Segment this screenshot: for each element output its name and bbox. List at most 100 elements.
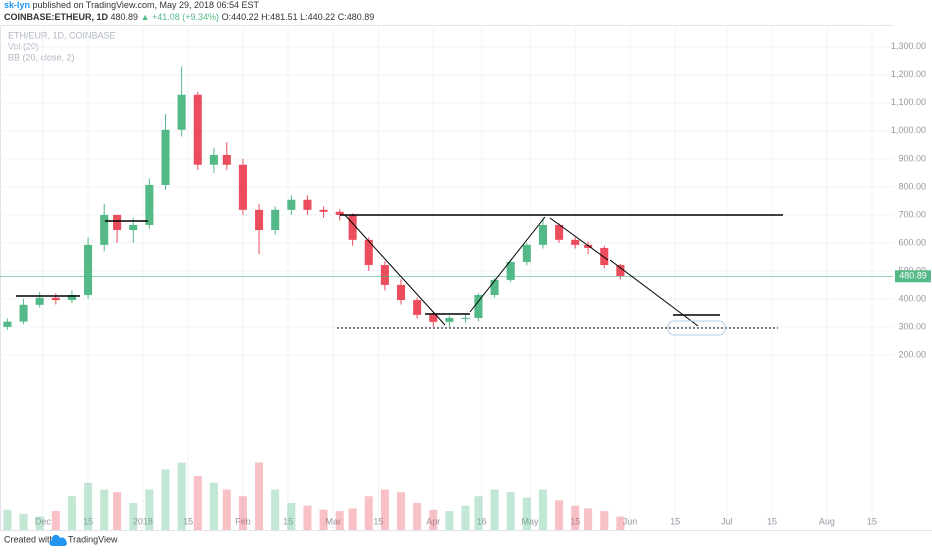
trend-line	[549, 217, 609, 261]
volume-bar	[238, 496, 247, 530]
last: 480.89	[111, 12, 139, 22]
candle-body	[287, 199, 296, 210]
volume-bar	[429, 509, 438, 530]
x-tick-label: Jun	[623, 516, 638, 526]
candle-body	[335, 211, 344, 215]
x-tick-label: Jul	[721, 516, 733, 526]
low: L:440.22	[300, 12, 335, 22]
brand[interactable]: TradingView	[68, 534, 118, 544]
candle-body	[238, 164, 247, 210]
volume-bar	[161, 469, 170, 530]
volume-bar	[413, 503, 422, 530]
candle-body	[364, 239, 373, 266]
volume-bar	[319, 509, 328, 530]
candle-body	[255, 209, 264, 231]
candle-body	[538, 224, 547, 245]
candle-body	[35, 297, 44, 305]
volume-bar	[616, 516, 625, 530]
chart-title: ETH/EUR, 1D, COINBASE	[8, 30, 116, 40]
x-tick-label: 2018	[133, 516, 153, 526]
volume-bar	[271, 489, 280, 530]
y-tick-label: 600.00	[898, 237, 926, 247]
y-tick-label: 200.00	[898, 349, 926, 359]
candle-body	[161, 129, 170, 185]
candle-body	[113, 214, 122, 231]
candle-body	[616, 265, 625, 277]
candle-body	[145, 184, 154, 225]
volume-bar	[474, 496, 483, 530]
candle-body	[129, 224, 138, 231]
target-zone	[667, 320, 726, 336]
volume-bar	[255, 462, 264, 530]
x-tick-label: 15	[83, 516, 93, 526]
candle-body	[413, 300, 422, 315]
candle-body	[380, 265, 389, 285]
candle-body	[555, 224, 564, 240]
candle-body	[19, 304, 28, 322]
volume-bar	[51, 511, 60, 530]
candle-body	[177, 94, 186, 130]
volume-bar	[348, 508, 357, 530]
volume-bar	[35, 516, 44, 530]
candle-body	[571, 239, 580, 245]
volume-bar	[461, 505, 470, 530]
x-tick-label: 15	[767, 516, 777, 526]
x-tick-label: Mar	[326, 516, 342, 526]
last-price-tag	[895, 270, 931, 283]
candle-body	[51, 297, 60, 301]
x-tick-label: 15	[283, 516, 293, 526]
volume-bar	[490, 489, 499, 530]
volume-bar	[445, 511, 454, 530]
candle-body	[222, 154, 231, 165]
change: ▲ +41.08 (+9.34%)	[141, 12, 219, 22]
y-tick-label: 700.00	[898, 209, 926, 219]
study-label: BB (20, close, 2)	[8, 52, 75, 62]
author[interactable]: sk-lyn	[4, 0, 30, 10]
candle-body	[193, 94, 202, 165]
symbol: COINBASE:ETHEUR, 1D	[4, 12, 109, 22]
open: O:440.22	[222, 12, 259, 22]
y-tick-label: 1,000.00	[891, 125, 926, 135]
x-tick-label: 16	[477, 516, 487, 526]
volume-bar	[287, 503, 296, 530]
candle-body	[271, 209, 280, 231]
x-tick-label: May	[522, 516, 540, 526]
candle-body	[490, 279, 499, 296]
volume-bar	[571, 505, 580, 530]
volume-bar	[506, 492, 515, 530]
volume-bar	[193, 476, 202, 530]
y-tick-label: 1,100.00	[891, 97, 926, 107]
volume-bar	[380, 489, 389, 530]
volume-bar	[584, 508, 593, 530]
y-tick-label: 800.00	[898, 181, 926, 191]
x-tick-label: Feb	[235, 516, 251, 526]
volume-bar	[177, 462, 186, 530]
volume-bar	[145, 489, 154, 530]
candle-body	[67, 295, 76, 301]
plot: Dec 15 2018 15 Feb 15 Mar 15 Apr 16 May 15 Jun 15 Jul 1…	[0, 25, 893, 530]
x-tick-label: 15	[570, 516, 580, 526]
candle-body	[506, 261, 515, 280]
y-tick-label: 1,300.00	[891, 41, 926, 51]
volume-bar	[600, 511, 609, 530]
x-tick-label: 15	[183, 516, 193, 526]
candle-body	[474, 295, 483, 318]
drawings	[16, 214, 783, 336]
volume-bar	[364, 496, 373, 530]
x-tick-label: Apr	[426, 516, 440, 526]
header-line: sk-lyn published on TradingView.com, May…	[4, 0, 260, 10]
candle-body	[3, 321, 12, 327]
volume-bar	[303, 505, 312, 530]
high: H:481.51	[261, 12, 298, 22]
y-tick-label: 400.00	[898, 293, 926, 303]
candle-body	[209, 154, 218, 165]
volume-bar	[209, 482, 218, 530]
trend-line	[469, 216, 546, 313]
y-tick-label: 300.00	[898, 321, 926, 331]
candle-body	[522, 244, 531, 262]
volume-bar	[555, 500, 564, 530]
volume-bar	[100, 489, 109, 530]
brand-logo	[49, 534, 67, 547]
volume-bar	[84, 482, 93, 530]
